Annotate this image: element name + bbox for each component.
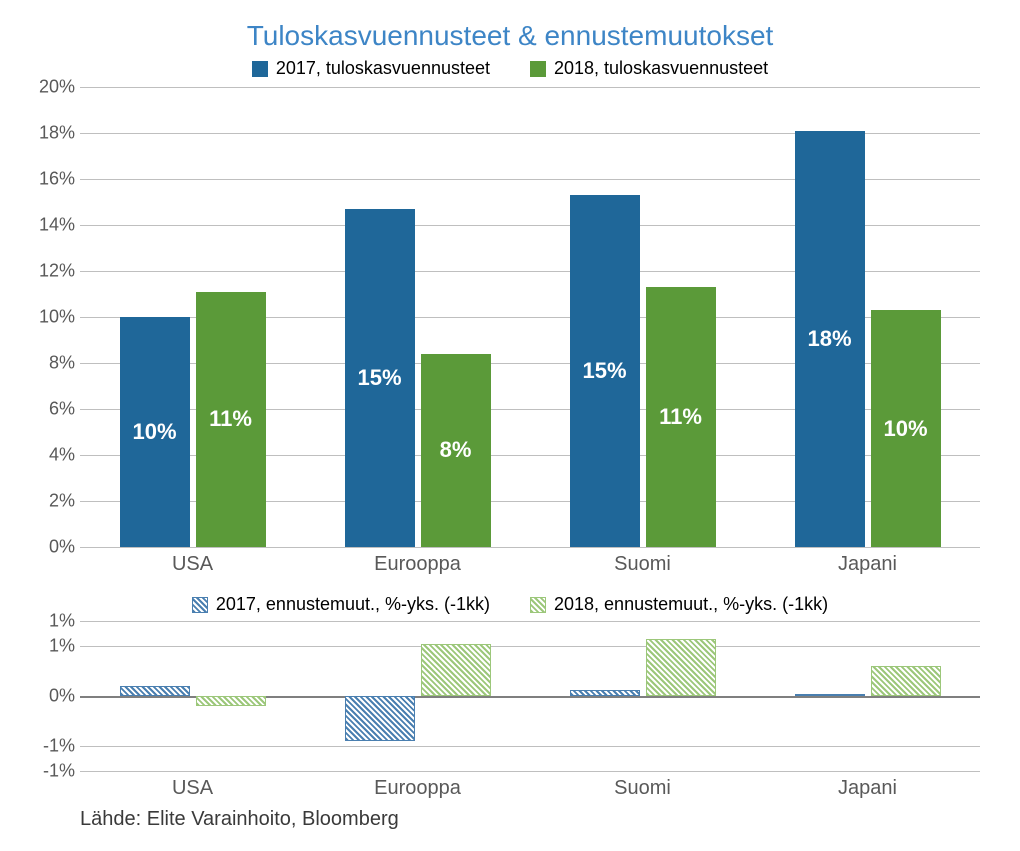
legend-label-2017: 2017, tuloskasvuennusteet: [276, 58, 490, 79]
bar: 10%: [120, 317, 190, 547]
top-chart: 0%2%4%6%8%10%12%14%16%18%20% 10%11%15%8%…: [80, 87, 980, 547]
bar: 15%: [345, 209, 415, 547]
gridline: [80, 771, 980, 772]
bar: [795, 694, 865, 697]
x-category-label: Japani: [755, 777, 980, 800]
bar-value-label: 11%: [659, 404, 702, 430]
ytick-label: 0%: [20, 686, 75, 707]
bar: [196, 696, 266, 706]
top-xaxis: USAEurooppaSuomiJapani: [80, 553, 980, 576]
legend-label-2017-change: 2017, ennustemuut., %-yks. (-1kk): [216, 594, 490, 615]
legend-swatch-2017-change: [192, 597, 208, 613]
bar: [646, 639, 716, 697]
ytick-label: 10%: [20, 307, 75, 328]
bar-value-label: 10%: [883, 416, 927, 442]
ytick-label: 8%: [20, 353, 75, 374]
legend-label-2018-change: 2018, ennustemuut., %-yks. (-1kk): [554, 594, 828, 615]
bar-value-label: 15%: [357, 365, 401, 391]
bar-group: [80, 621, 305, 771]
bar-group: [530, 621, 755, 771]
bar-value-label: 11%: [209, 406, 252, 432]
bar-value-label: 10%: [132, 419, 176, 445]
legend-item-2017-change: 2017, ennustemuut., %-yks. (-1kk): [192, 594, 490, 615]
bar-group: 18% 10%: [755, 87, 980, 547]
legend-swatch-2017: [252, 61, 268, 77]
ytick-label: 6%: [20, 399, 75, 420]
ytick-label: 18%: [20, 123, 75, 144]
bar-group: 15% 11%: [530, 87, 755, 547]
ytick-label: 1%: [20, 611, 75, 632]
ytick-label: 2%: [20, 491, 75, 512]
x-category-label: Eurooppa: [305, 777, 530, 800]
x-category-label: Suomi: [530, 777, 755, 800]
chart-title: Tuloskasvuennusteet & ennustemuutokset: [20, 20, 1000, 52]
bottom-xaxis: USAEurooppaSuomiJapani: [80, 777, 980, 800]
x-category-label: USA: [80, 553, 305, 576]
x-category-label: Suomi: [530, 553, 755, 576]
legend-swatch-2018: [530, 61, 546, 77]
bottom-chart: 1%1%0%-1%-1%: [80, 621, 980, 771]
bar: [345, 696, 415, 741]
top-legend: 2017, tuloskasvuennusteet 2018, tuloskas…: [20, 58, 1000, 79]
bar-group: [305, 621, 530, 771]
bar: 15%: [570, 195, 640, 547]
bar: [120, 686, 190, 696]
bar-value-label: 15%: [582, 358, 626, 384]
ytick-label: 4%: [20, 445, 75, 466]
ytick-label: -1%: [20, 761, 75, 782]
legend-swatch-2018-change: [530, 597, 546, 613]
bar-group: [755, 621, 980, 771]
ytick-label: 16%: [20, 169, 75, 190]
x-category-label: USA: [80, 777, 305, 800]
bar: 11%: [646, 287, 716, 547]
bar: [421, 644, 491, 697]
bar-group: 10% 11%: [80, 87, 305, 547]
bar-value-label: 8%: [440, 437, 472, 463]
legend-label-2018: 2018, tuloskasvuennusteet: [554, 58, 768, 79]
bar: 18%: [795, 131, 865, 547]
bar: 10%: [871, 310, 941, 547]
ytick-label: 1%: [20, 636, 75, 657]
x-category-label: Japani: [755, 553, 980, 576]
bar: [871, 666, 941, 696]
x-category-label: Eurooppa: [305, 553, 530, 576]
ytick-label: 0%: [20, 537, 75, 558]
bar: 11%: [196, 292, 266, 547]
bottom-legend: 2017, ennustemuut., %-yks. (-1kk) 2018, …: [20, 594, 1000, 615]
bar-value-label: 18%: [807, 326, 851, 352]
ytick-label: 12%: [20, 261, 75, 282]
legend-item-2017: 2017, tuloskasvuennusteet: [252, 58, 490, 79]
ytick-label: 20%: [20, 77, 75, 98]
ytick-label: 14%: [20, 215, 75, 236]
gridline: [80, 547, 980, 548]
source-text: Lähde: Elite Varainhoito, Bloomberg: [80, 808, 1000, 831]
ytick-label: -1%: [20, 736, 75, 757]
bar: [570, 690, 640, 696]
bar-group: 15% 8%: [305, 87, 530, 547]
legend-item-2018: 2018, tuloskasvuennusteet: [530, 58, 768, 79]
legend-item-2018-change: 2018, ennustemuut., %-yks. (-1kk): [530, 594, 828, 615]
bar: 8%: [421, 354, 491, 547]
